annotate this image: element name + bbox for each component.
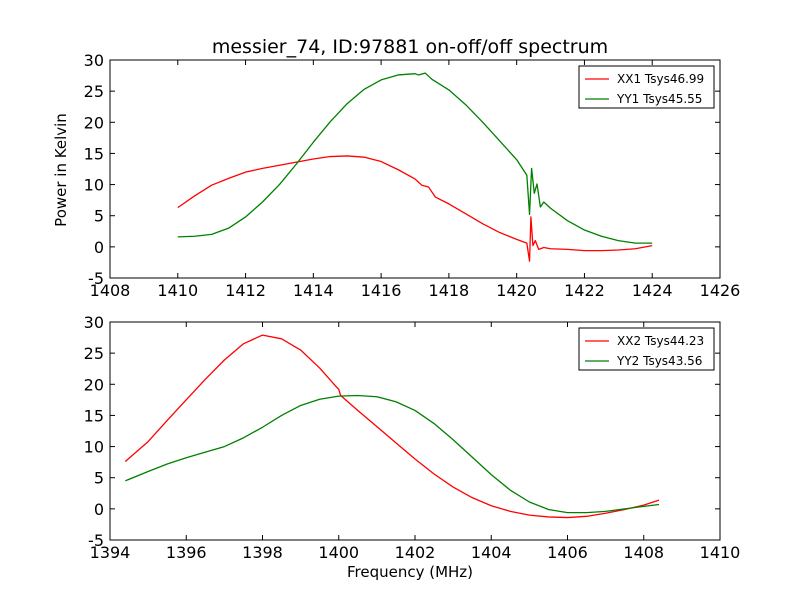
x-tick-label: 1424 (632, 281, 673, 300)
series-line-xx2 (124, 334, 660, 519)
series-line-yy1 (177, 72, 653, 244)
chart-title: messier_74, ID:97881 on-off/off spectrum (212, 36, 608, 58)
y-tick-label: 0 (94, 500, 104, 519)
y-tick-label: 30 (84, 313, 104, 332)
y-tick-label: 25 (84, 82, 104, 101)
y-tick-label: 25 (84, 344, 104, 363)
legend-box (578, 327, 715, 371)
y-tick-label: 5 (94, 469, 104, 488)
x-tick-label: 1410 (157, 281, 198, 300)
y-tick-label: 10 (84, 438, 104, 457)
legend-entry-label: YY2 Tsys43.56 (616, 354, 702, 368)
y-tick-label: 0 (94, 238, 104, 257)
series-line-xx1 (177, 155, 653, 262)
x-tick-label: 1414 (293, 281, 334, 300)
x-tick-label: 1410 (700, 543, 741, 562)
y-tick-label: 10 (84, 176, 104, 195)
top-plot-panel: messier_74, ID:97881 on-off/off spectrum… (52, 36, 740, 300)
y-tick-label: -5 (88, 531, 104, 550)
y-axis-label: Power in Kelvin (52, 113, 70, 227)
x-tick-label: 1408 (623, 543, 664, 562)
y-tick-label: 5 (94, 207, 104, 226)
y-tick-label: 20 (84, 113, 104, 132)
legend: XX1 Tsys46.99 YY1 Tsys45.55 (578, 65, 715, 109)
x-tick-label: 1394 (90, 543, 131, 562)
x-tick-label: 1402 (395, 543, 436, 562)
x-tick-label: 1406 (547, 543, 588, 562)
x-tick-label: 1408 (90, 281, 131, 300)
x-tick-label: 1420 (496, 281, 537, 300)
x-tick-label: 1396 (166, 543, 207, 562)
x-tick-label: 1404 (471, 543, 512, 562)
x-tick-label: 1400 (318, 543, 359, 562)
y-tick-label: -5 (88, 269, 104, 288)
x-tick-label: 1426 (700, 281, 741, 300)
x-axis-label: Frequency (MHz) (347, 563, 473, 581)
series-line-yy2 (125, 394, 660, 514)
x-tick-label: 1422 (564, 281, 605, 300)
x-tick-label: 1418 (429, 281, 470, 300)
x-tick-label: 1412 (225, 281, 266, 300)
y-tick-label: 20 (84, 375, 104, 394)
x-tick-label: 1398 (242, 543, 283, 562)
plot-frame (109, 59, 721, 279)
bottom-plot-panel: Frequency (MHz) 1394 1396 1398 1400 1402 1404… (84, 313, 741, 581)
legend-box (578, 65, 715, 109)
x-tick-label: 1416 (361, 281, 402, 300)
legend-entry-label: YY1 Tsys45.55 (616, 92, 702, 106)
legend-entry-label: XX2 Tsys44.23 (617, 334, 704, 348)
legend-entry-label: XX1 Tsys46.99 (617, 72, 704, 86)
y-tick-label: 15 (84, 406, 104, 425)
y-tick-label: 15 (84, 144, 104, 163)
y-tick-label: 30 (84, 51, 104, 70)
legend: XX2 Tsys44.23 YY2 Tsys43.56 (578, 327, 715, 371)
